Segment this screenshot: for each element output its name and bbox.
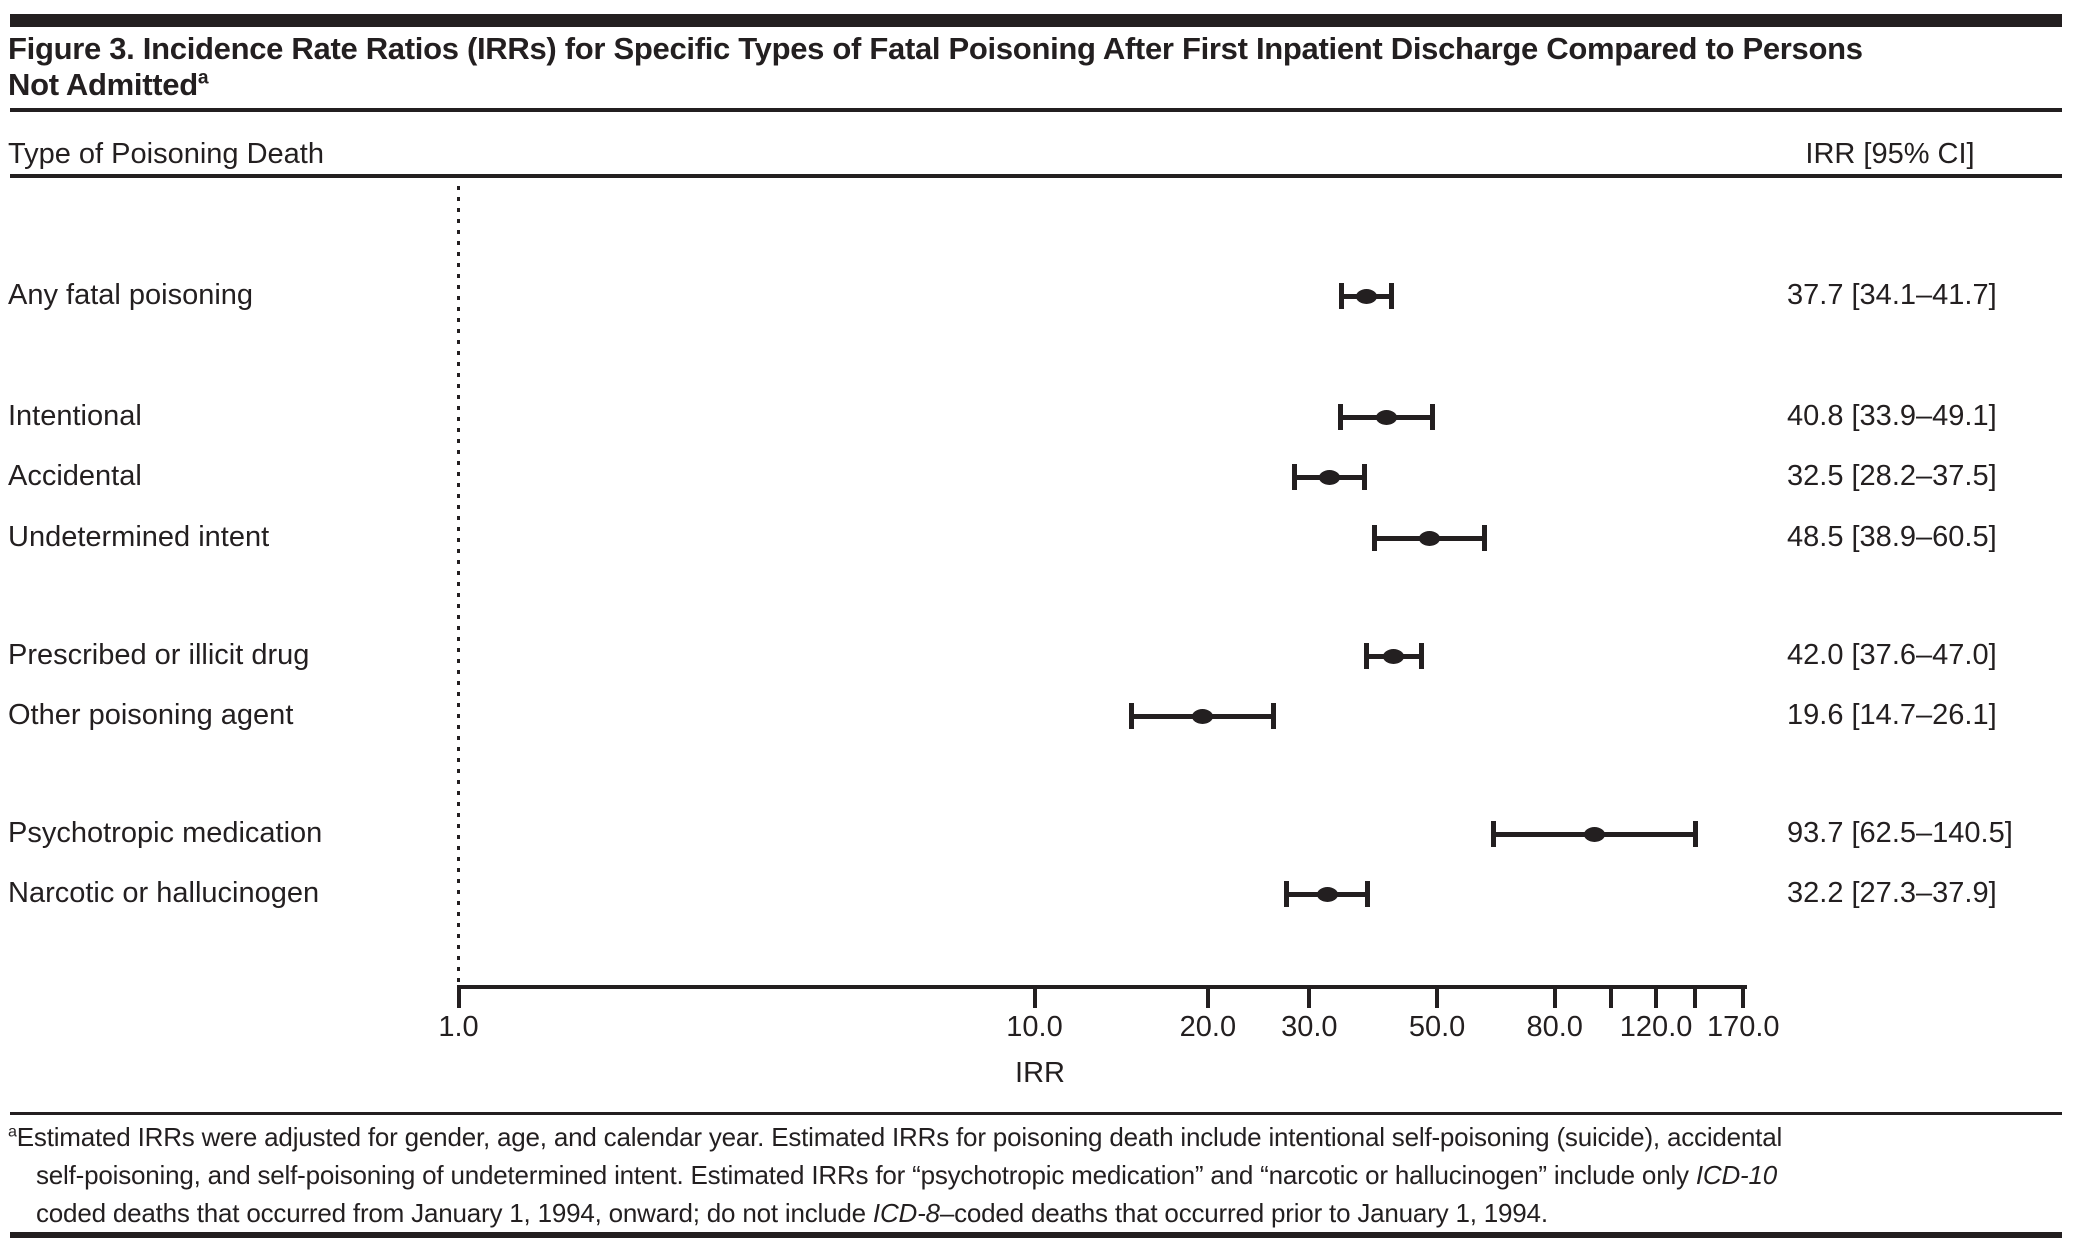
row-label: Psychotropic medication [8,816,323,849]
row-irr-ci-value: 42.0 [37.6–47.0] [1787,638,1997,671]
footnote-divider-rule [10,1112,2062,1115]
ci-lower-cap [1339,283,1345,309]
ci-upper-cap [1692,821,1698,847]
x-axis-title: IRR [1015,1057,1065,1089]
bottom-rule [10,1232,2062,1238]
x-axis-tick [1307,989,1312,1008]
row-irr-ci-value: 93.7 [62.5–140.5] [1787,816,2013,849]
ci-upper-cap [1418,643,1424,669]
x-axis-tick [1692,989,1697,1008]
x-axis-tick-label: 50.0 [1408,1011,1466,1043]
row-label: Other poisoning agent [8,698,294,731]
row-irr-ci-value: 32.2 [27.3–37.9] [1787,876,1997,909]
x-axis-tick [1654,989,1659,1008]
x-axis-tick [1741,989,1746,1008]
x-axis-tick-label: 120.0 [1619,1011,1693,1043]
point-estimate-dot [1192,708,1214,724]
footnote-text: Estimated IRRs were adjusted for gender,… [16,1122,1783,1152]
point-estimate-dot [1375,409,1397,425]
row-label: Accidental [8,459,142,492]
point-estimate-dot [1316,886,1338,902]
x-axis-tick-label: 170.0 [1706,1011,1780,1043]
figure-title-footnote-marker: a [197,67,209,89]
row-label: Any fatal poisoning [8,278,254,311]
x-axis-line [457,985,1747,989]
point-estimate-dot [1382,648,1404,664]
row-label: Intentional [8,399,142,432]
ci-upper-cap [1481,525,1487,551]
point-estimate-dot [1355,288,1377,304]
ci-upper-cap [1388,283,1394,309]
figure-title-line2: Not Admitted [8,67,198,102]
x-axis-tick [1032,989,1037,1008]
point-estimate-dot [1583,826,1605,842]
row-label: Prescribed or illicit drug [8,638,310,671]
title-divider-rule [10,108,2062,112]
footnote-text: –coded deaths that occurred prior to Jan… [939,1198,1548,1228]
x-axis-tick-label: 20.0 [1179,1011,1237,1043]
figure-title: Figure 3. Incidence Rate Ratios (IRRs) f… [8,31,1863,103]
footnote-superscript: a [8,1122,17,1141]
ci-lower-cap [1490,821,1496,847]
figure-title-line1: Figure 3. Incidence Rate Ratios (IRRs) f… [8,31,1863,66]
x-axis-tick-label: 1.0 [438,1011,479,1043]
footnote-text: coded deaths that occurred from January … [36,1198,873,1228]
x-axis-tick [1608,989,1613,1008]
ci-upper-cap [1362,464,1368,490]
row-label: Undetermined intent [8,520,270,553]
row-irr-ci-value: 19.6 [14.7–26.1] [1787,698,1997,731]
ci-lower-cap [1372,525,1378,551]
footnote-italic-text: ICD-8 [872,1198,940,1228]
x-axis-tick [1552,989,1557,1008]
footnote-line: coded deaths that occurred from January … [36,1198,1548,1228]
row-label: Narcotic or hallucinogen [8,876,320,909]
footnote-text: self-poisoning, and self-poisoning of un… [36,1160,1696,1190]
ci-lower-cap [1363,643,1369,669]
ci-upper-cap [1429,404,1435,430]
x-axis-tick [456,989,461,1008]
point-estimate-dot [1418,530,1440,546]
footnote-line: self-poisoning, and self-poisoning of un… [36,1160,1777,1190]
footnote-line: aEstimated IRRs were adjusted for gender… [8,1122,1782,1152]
ci-upper-cap [1364,881,1370,907]
row-irr-ci-value: 37.7 [34.1–41.7] [1787,278,1997,311]
column-header-irr-95ci: IRR [95% CI] [1805,138,1975,170]
top-rule [10,14,2062,27]
ci-lower-cap [1337,404,1343,430]
x-axis-tick [1205,989,1210,1008]
x-axis-tick-label: 10.0 [1006,1011,1063,1043]
ci-lower-cap [1291,464,1297,490]
x-axis-tick-label: 80.0 [1526,1011,1583,1043]
row-irr-ci-value: 32.5 [28.2–37.5] [1787,459,1997,492]
reference-line-irr-1 [457,186,460,987]
footnote-italic-text: ICD-10 [1695,1160,1778,1190]
header-divider-rule [10,174,2062,178]
row-irr-ci-value: 48.5 [38.9–60.5] [1787,520,1997,553]
ci-lower-cap [1128,703,1134,729]
x-axis-tick [1435,989,1440,1008]
ci-lower-cap [1283,881,1289,907]
ci-upper-cap [1271,703,1277,729]
column-header-type-of-poisoning-death: Type of Poisoning Death [8,138,324,170]
point-estimate-dot [1318,469,1340,485]
row-irr-ci-value: 40.8 [33.9–49.1] [1787,399,1997,432]
x-axis-tick-label: 30.0 [1281,1011,1338,1043]
